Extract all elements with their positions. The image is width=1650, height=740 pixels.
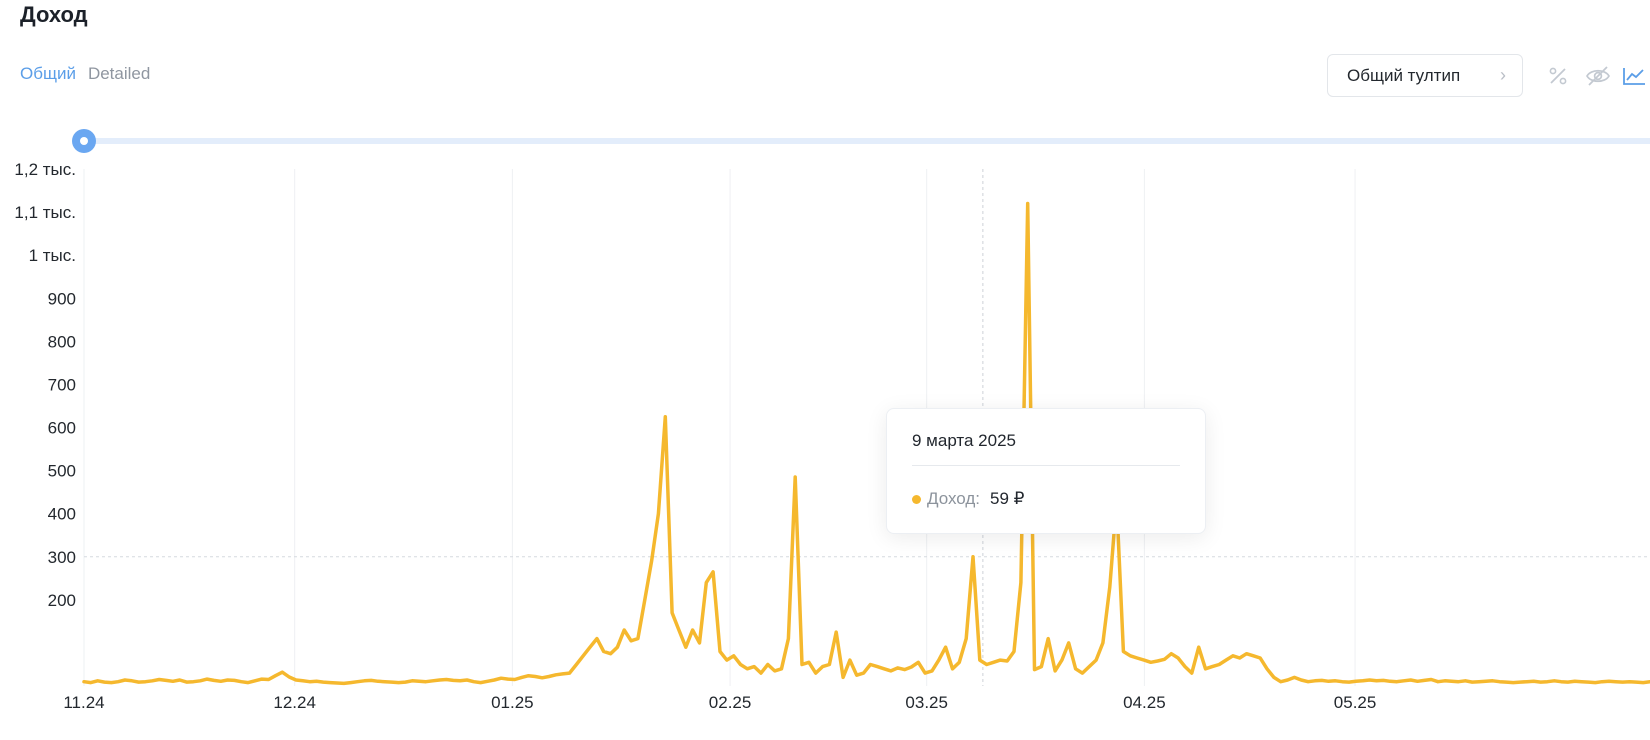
x-tick-label: 11.24	[63, 693, 104, 712]
x-tick-label: 04.25	[1123, 693, 1166, 712]
page-title: Доход	[20, 2, 88, 27]
y-tick-label: 900	[48, 289, 76, 308]
x-tick-label: 01.25	[491, 693, 534, 712]
tooltip-date: 9 марта 2025	[912, 431, 1016, 450]
eye-off-icon[interactable]	[1584, 62, 1612, 90]
line-chart-icon[interactable]	[1620, 62, 1648, 90]
y-tick-label: 700	[48, 375, 76, 394]
y-tick-label: 1 тыс.	[29, 246, 76, 265]
tooltip-series-label: Доход:	[927, 489, 981, 508]
income-series-line	[82, 201, 1650, 686]
y-tick-label: 200	[48, 591, 76, 610]
y-tick-label: 1,2 тыс.	[14, 160, 76, 179]
tooltip-divider	[912, 465, 1180, 466]
x-tick-label: 02.25	[709, 693, 752, 712]
tooltip-mode-button[interactable]: Общий тултип ›	[1327, 54, 1523, 97]
tab-detailed[interactable]: Detailed	[87, 64, 151, 83]
x-tick-label: 03.25	[905, 693, 948, 712]
tab-general[interactable]: Общий	[20, 64, 76, 83]
tooltip-mode-label: Общий тултип	[1347, 65, 1461, 85]
y-tick-label: 600	[48, 419, 76, 438]
tooltip-series-value: 59 ₽	[990, 489, 1025, 508]
hover-tooltip: 9 марта 2025 Доход: 59 ₽	[886, 408, 1206, 534]
range-slider-handle[interactable]	[72, 129, 96, 153]
y-tick-label: 1,1 тыс.	[14, 203, 76, 222]
series-color-dot	[912, 494, 921, 504]
view-tabs: Общий Detailed	[20, 64, 150, 84]
x-tick-label: 05.25	[1334, 693, 1377, 712]
x-tick-label: 12.24	[273, 693, 316, 712]
percent-icon[interactable]	[1544, 62, 1572, 90]
y-tick-label: 300	[48, 548, 76, 567]
y-tick-label: 400	[48, 505, 76, 524]
chevron-right-icon: ›	[1500, 65, 1506, 85]
y-tick-label: 500	[48, 462, 76, 481]
y-tick-label: 800	[48, 332, 76, 351]
tooltip-row: Доход: 59 ₽	[912, 489, 1024, 509]
